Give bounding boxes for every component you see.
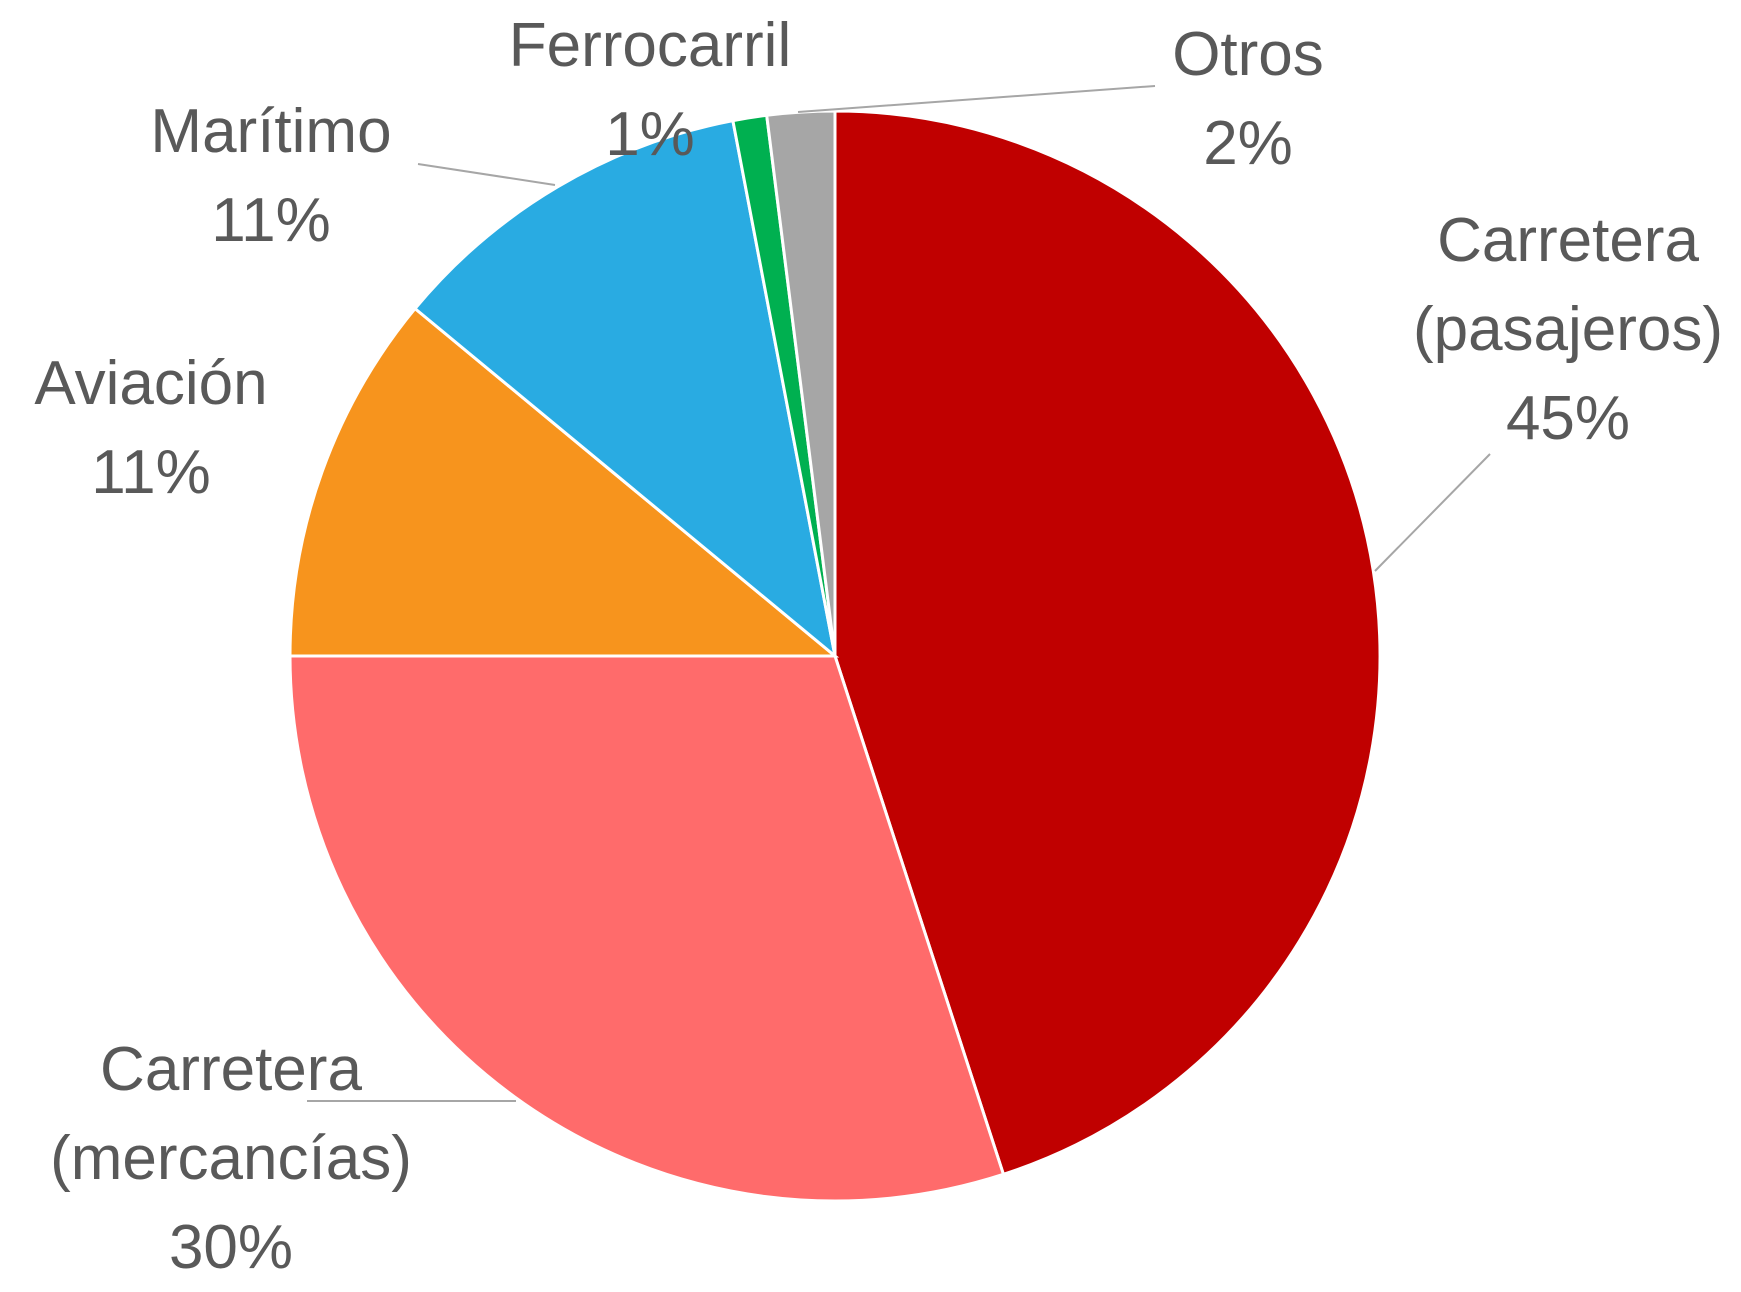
value-label: 45% — [1505, 384, 1631, 453]
pie-slice — [288, 306, 840, 658]
category-label: Aviación — [34, 349, 268, 418]
category-label: Otros — [1172, 20, 1324, 89]
value-label: 1% — [605, 100, 695, 169]
category-label: Carretera (mercancías) — [50, 1035, 412, 1193]
data-label: Otros 2% — [1172, 10, 1324, 188]
value-label: 30% — [168, 1213, 294, 1282]
value-label: 11% — [211, 186, 331, 255]
pie-slice — [833, 109, 1382, 1177]
data-label: Aviación 11% — [34, 339, 267, 517]
pie-slice — [288, 654, 1006, 1203]
value-label: 11% — [91, 438, 211, 507]
data-label: Carretera (pasajeros) 45% — [1413, 196, 1723, 463]
leader-line — [417, 163, 556, 186]
pie-slice — [412, 118, 838, 660]
data-label: Marítimo 11% — [150, 87, 391, 265]
leader-line — [1374, 453, 1491, 572]
value-label: 2% — [1203, 109, 1293, 178]
data-label: Carretera (mercancías) 30% — [50, 1025, 412, 1292]
category-label: Ferrocarril — [508, 11, 792, 80]
category-label: Carretera (pasajeros) — [1412, 206, 1724, 364]
category-label: Marítimo — [150, 97, 392, 166]
data-label: Ferrocarril 1% — [509, 1, 791, 179]
leader-line — [797, 85, 1156, 113]
